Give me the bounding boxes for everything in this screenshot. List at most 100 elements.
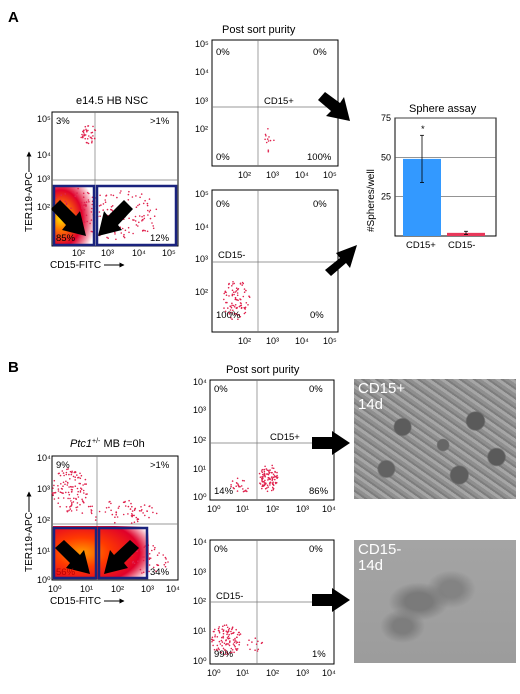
scatter-dot [72, 475, 75, 478]
scatter-dot [225, 630, 228, 632]
scatter-dot [226, 626, 229, 629]
scatter-dot [227, 307, 229, 309]
quad-tr: 0% [313, 199, 327, 210]
scatter-dot [138, 215, 141, 217]
scatter-dot [155, 570, 157, 572]
scatter-dot [83, 208, 86, 211]
scatter-dot [221, 641, 224, 643]
scatter-dot [223, 642, 226, 645]
xtick: 10² [238, 170, 251, 180]
scatter-dot [130, 522, 133, 524]
scatter-dot [267, 128, 269, 130]
scatter-dot [223, 649, 226, 651]
scatter-dot [105, 507, 108, 509]
scatter-dot [114, 521, 116, 524]
scatter-dot [234, 637, 236, 640]
scatter-dot [110, 206, 113, 208]
scatter-dot [233, 282, 235, 285]
scatter-dot [94, 519, 97, 521]
scatter-dot [131, 505, 133, 508]
scatter-dot [213, 648, 216, 651]
scatter-dot [269, 481, 271, 484]
scatter-dot [152, 511, 154, 514]
scatter-dot [131, 510, 134, 512]
scatter-dot [227, 286, 230, 289]
xtick: 10¹ [236, 504, 249, 514]
scatter-dot [111, 513, 114, 516]
scatter-dot [155, 208, 158, 211]
scatter-dot [138, 203, 141, 206]
scatter-dot [87, 505, 90, 508]
scatter-dot [60, 491, 63, 494]
scatter-dot [233, 644, 236, 647]
scatter-dot [74, 485, 77, 488]
scatter-dot [82, 210, 85, 212]
quad-tr: 0% [309, 544, 323, 555]
scatter-dot [231, 304, 233, 307]
x-axis-label: CD15-FITC [50, 596, 101, 607]
scatter-dot [225, 291, 227, 294]
ytick: 10² [193, 435, 206, 445]
quad-br: 12% [150, 233, 170, 244]
scatter-dot [268, 469, 270, 472]
scatter-dot [110, 194, 112, 196]
quad-tl: 3% [56, 116, 70, 127]
scatter-dot [273, 139, 275, 142]
ytick: 10³ [193, 405, 206, 415]
scatter-dot [231, 480, 234, 482]
chart-y-axis-label: #Spheres/well [366, 169, 377, 232]
scatter-dot [228, 295, 230, 297]
scatter-dot [276, 476, 279, 479]
scatter-dot [212, 630, 215, 633]
scatter-dot [217, 627, 220, 630]
scatter-dot [151, 222, 153, 224]
scatter-dot [135, 516, 138, 519]
scatter-dot [115, 513, 117, 516]
scatter-dot [64, 200, 66, 203]
scatter-dot [233, 631, 235, 634]
scatter-dot [149, 209, 152, 212]
scatter-dot [149, 557, 152, 559]
scatter-dot [77, 476, 79, 479]
scatter-dot [127, 226, 130, 229]
scatter-dot [244, 308, 246, 310]
ytick: 10³ [195, 254, 208, 264]
scatter-dot [241, 479, 244, 482]
scatter-dot [260, 470, 263, 472]
scatter-dot [243, 288, 246, 290]
scatter-dot [89, 222, 91, 225]
xtick: 10² [266, 668, 279, 678]
scatter-dot [98, 211, 101, 213]
scatter-dot [144, 545, 146, 547]
chart-category-label: CD15- [448, 240, 475, 251]
scatter-dot [76, 487, 79, 490]
scatter-dot [266, 484, 269, 487]
scatter-dot [222, 630, 225, 632]
scatter-dot [247, 304, 249, 306]
scatter-dot [243, 480, 245, 482]
gate-box-negative [52, 526, 98, 580]
scatter-dot [254, 637, 257, 639]
scatter-dot [271, 478, 274, 481]
scatter-dot [239, 298, 241, 300]
scatter-dot [254, 649, 256, 651]
scatter-dot [244, 311, 247, 314]
scatter-dot [64, 193, 66, 195]
scatter-dot [211, 640, 213, 643]
scatter-dot [149, 217, 152, 220]
scatter-dot [232, 639, 235, 641]
source-plot-title: Ptc1+/- MB t=0h [70, 438, 145, 450]
scatter-dot [82, 131, 85, 134]
chart-ytick: 25 [381, 192, 391, 202]
scatter-dot [104, 511, 107, 513]
scatter-dot [82, 204, 85, 206]
scatter-dot [79, 490, 82, 492]
scatter-dot [257, 640, 259, 643]
quad-tr: >1% [150, 116, 170, 127]
scatter-dot [71, 486, 73, 488]
xtick: 10² [266, 504, 279, 514]
scatter-dot [263, 484, 266, 487]
scatter-dot [83, 221, 86, 223]
scatter-dot [148, 516, 150, 519]
scatter-dot [152, 227, 155, 230]
